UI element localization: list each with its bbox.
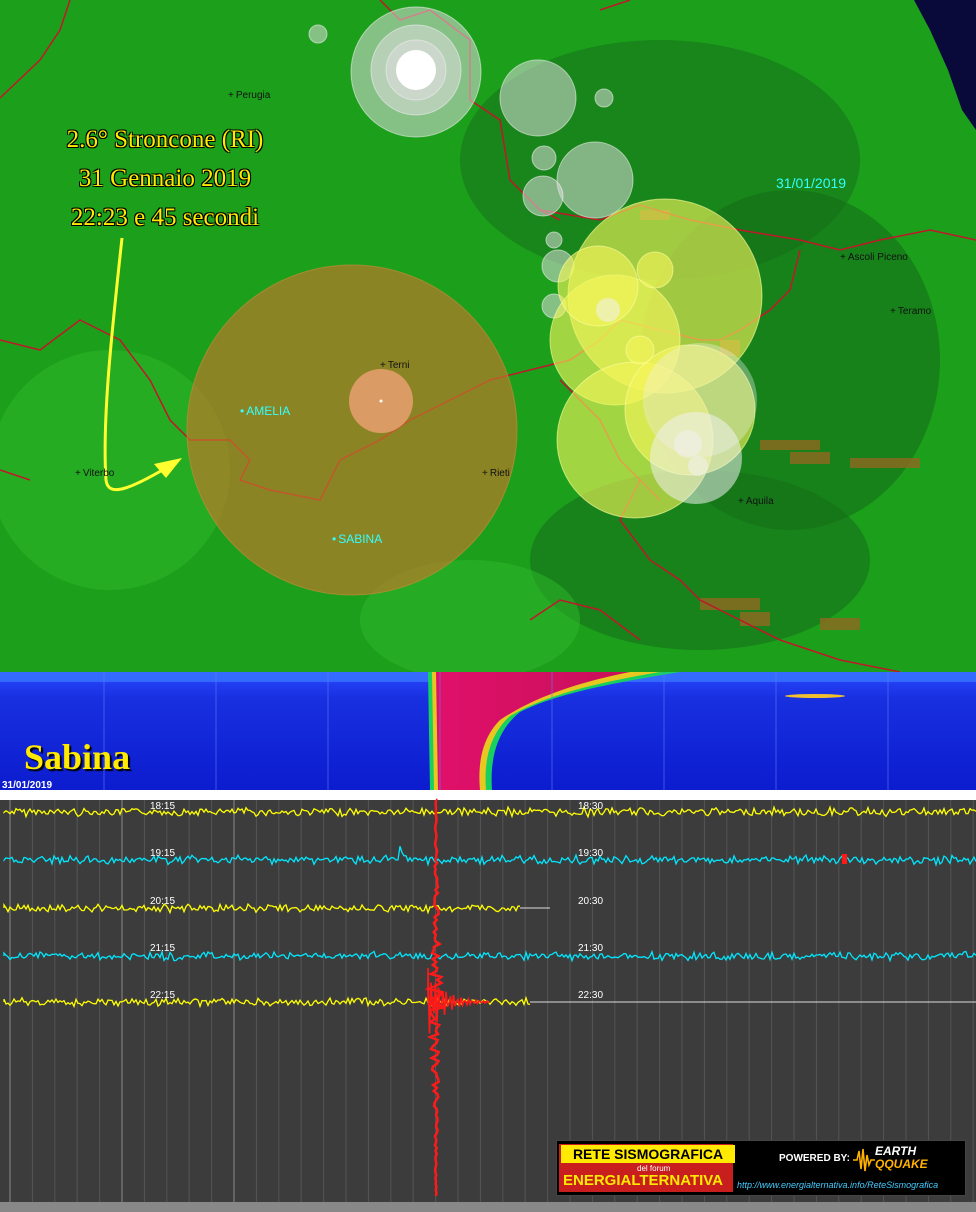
seismogram-trace (3, 805, 976, 819)
spectrogram-date: 31/01/2019 (2, 780, 53, 791)
row-end-time: 18:30 (578, 801, 604, 812)
event-trace-vertical (424, 798, 446, 1197)
city-terni: Terni (380, 360, 410, 371)
logo-title: RETE SISMOGRAFICA (561, 1145, 735, 1163)
city-aquila: Aquila (738, 496, 774, 507)
event-annotation: 2.6° Stroncone (RI) 31 Gennaio 2019 22:2… (40, 120, 290, 237)
logo-forum: del forum (637, 1164, 671, 1173)
recent-quake-highlights (596, 298, 757, 504)
pointer-arrowhead (154, 458, 182, 478)
spectrogram-event-core (436, 672, 630, 790)
main-event-epicenter (379, 399, 383, 403)
time-tick: 22:25 (540, 792, 566, 803)
logo-brand: ENERGIALTERNATIVA (563, 1172, 723, 1189)
time-tick: 22:22 (204, 792, 230, 803)
terrain-light (360, 560, 580, 672)
mountain-patches (640, 210, 920, 630)
terrain-light (0, 350, 230, 590)
spectrogram-gridlines (103, 672, 889, 790)
earthquake-logo-bottom: QQUAKE (875, 1157, 928, 1171)
time-tick: 22:24 (428, 792, 454, 803)
wave-icon (853, 1148, 875, 1172)
city-teramo: Teramo (890, 306, 931, 317)
spectrogram-minor-signal (785, 694, 845, 698)
event-date: 31 Gennaio 2019 (78, 165, 252, 192)
station-name: Sabina (24, 737, 131, 777)
bottom-bar (0, 1202, 976, 1212)
epicenter-map (0, 0, 976, 672)
map-date: 31/01/2019 (776, 175, 847, 191)
row-start-time: 19:15 (150, 848, 176, 859)
row-end-time: 22:30 (578, 990, 604, 1001)
main-event-area (186, 264, 518, 596)
event-time: 22:23 e 45 secondi (70, 204, 260, 231)
seismogram-traces (3, 798, 976, 1197)
spectrogram-axis-strip (0, 790, 976, 800)
network-logo: RETE SISMOGRAFICA del forum ENERGIALTERN… (556, 1140, 966, 1196)
event-trace-coda (427, 967, 490, 1034)
city-rieti: Rieti (482, 468, 510, 479)
row-end-time: 20:30 (578, 896, 604, 907)
row-start-time: 20:15 (150, 896, 176, 907)
row-start-time: 22:15 (150, 990, 176, 1001)
minor-event-marker (842, 854, 847, 864)
logo-powered-by: POWERED BY: (779, 1153, 850, 1164)
time-tick: 22:23 (316, 792, 342, 803)
earthquake-logo-top: EARTH (875, 1144, 917, 1158)
largest-old-quake-core (396, 50, 436, 90)
city-perugia: Perugia (228, 90, 270, 101)
seismogram-gridlines (9, 800, 974, 1202)
time-tick: 22:21 (92, 792, 118, 803)
time-tick: 22:28 (876, 792, 902, 803)
row-end-time: 19:30 (578, 848, 604, 859)
city-viterbo: Viterbo (75, 468, 115, 479)
city-ascoli-piceno: Ascoli Piceno (840, 252, 908, 263)
seismogram-trace (3, 949, 976, 963)
sea-area (914, 0, 976, 130)
row-start-time: 21:15 (150, 943, 176, 954)
time-tick: 22:27 (764, 792, 790, 803)
event-magnitude-location: 2.6° Stroncone (RI) (66, 126, 264, 153)
earthquake-logo: EARTH QQUAKE (875, 1145, 928, 1171)
pointer-arrow (103, 237, 177, 492)
zone-amelia: AMELIA (240, 404, 290, 418)
row-end-time: 21:30 (578, 943, 604, 954)
network-url[interactable]: http://www.energialternativa.info/ReteSi… (737, 1180, 939, 1190)
time-tick: 22:26 (652, 792, 678, 803)
spectrogram (0, 672, 976, 800)
seismogram-trace (3, 846, 976, 868)
row-start-time: 18:15 (150, 801, 176, 812)
zone-sabina: SABINA (332, 532, 382, 546)
seismogram (0, 798, 976, 1202)
